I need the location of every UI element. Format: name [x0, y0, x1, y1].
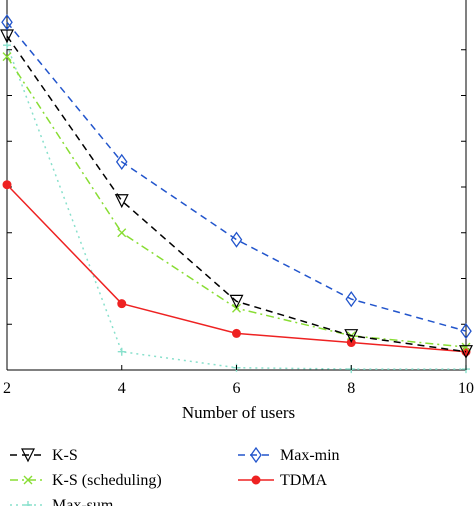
- series-max-sum: [3, 41, 470, 374]
- series-max-min: [1, 14, 472, 340]
- series-line: [6, 44, 466, 370]
- data-point: [232, 328, 241, 338]
- legend-label: K-S (scheduling): [52, 472, 162, 489]
- data-point: [117, 347, 126, 356]
- legend: K-S K-S (scheduling) Max-sum Max-min TDMA: [10, 446, 340, 506]
- data-point: [117, 299, 127, 309]
- legend-item: K-S: [10, 447, 78, 464]
- series-line: [6, 184, 467, 353]
- x-tick-label: 10: [458, 380, 474, 397]
- data-point: [23, 475, 33, 485]
- legend-label: Max-min: [280, 447, 340, 464]
- data-point: [461, 342, 471, 352]
- legend-item: Max-min: [238, 446, 340, 464]
- data-point: [24, 501, 32, 506]
- x-tick-label: 2: [3, 380, 11, 397]
- x-tick-label: 6: [233, 380, 241, 397]
- series-line: [6, 21, 467, 332]
- legend-label: Max-sum: [52, 497, 114, 506]
- plot-area: [6, 0, 467, 371]
- series-line: [6, 35, 467, 353]
- series-tdma: [2, 180, 471, 357]
- series-k-s: [0, 29, 473, 360]
- legend-label: TDMA: [280, 472, 328, 489]
- data-point: [229, 294, 244, 309]
- legend-item: Max-sum: [10, 497, 114, 506]
- series-group: [0, 14, 473, 374]
- data-point: [117, 228, 127, 238]
- legend-item: TDMA: [238, 472, 328, 489]
- x-tick-label: 4: [118, 380, 126, 397]
- x-axis-ticks: 2 4 6 8 10: [3, 365, 474, 397]
- x-tick-label: 8: [347, 380, 355, 397]
- data-point: [459, 345, 473, 360]
- x-axis-label: Number of users: [182, 403, 295, 422]
- series-line: [6, 56, 467, 348]
- data-point: [1, 14, 13, 31]
- legend-item: K-S (scheduling): [10, 472, 162, 489]
- data-point: [114, 194, 129, 209]
- data-point: [251, 475, 261, 485]
- data-point: [344, 329, 359, 344]
- data-point: [460, 322, 472, 340]
- data-point: [21, 448, 35, 463]
- data-point: [2, 180, 12, 190]
- data-point: [250, 446, 262, 464]
- data-point: [2, 52, 12, 62]
- data-point: [115, 153, 128, 170]
- data-point: [345, 290, 358, 308]
- legend-label: K-S: [52, 447, 78, 464]
- data-point: [230, 231, 243, 248]
